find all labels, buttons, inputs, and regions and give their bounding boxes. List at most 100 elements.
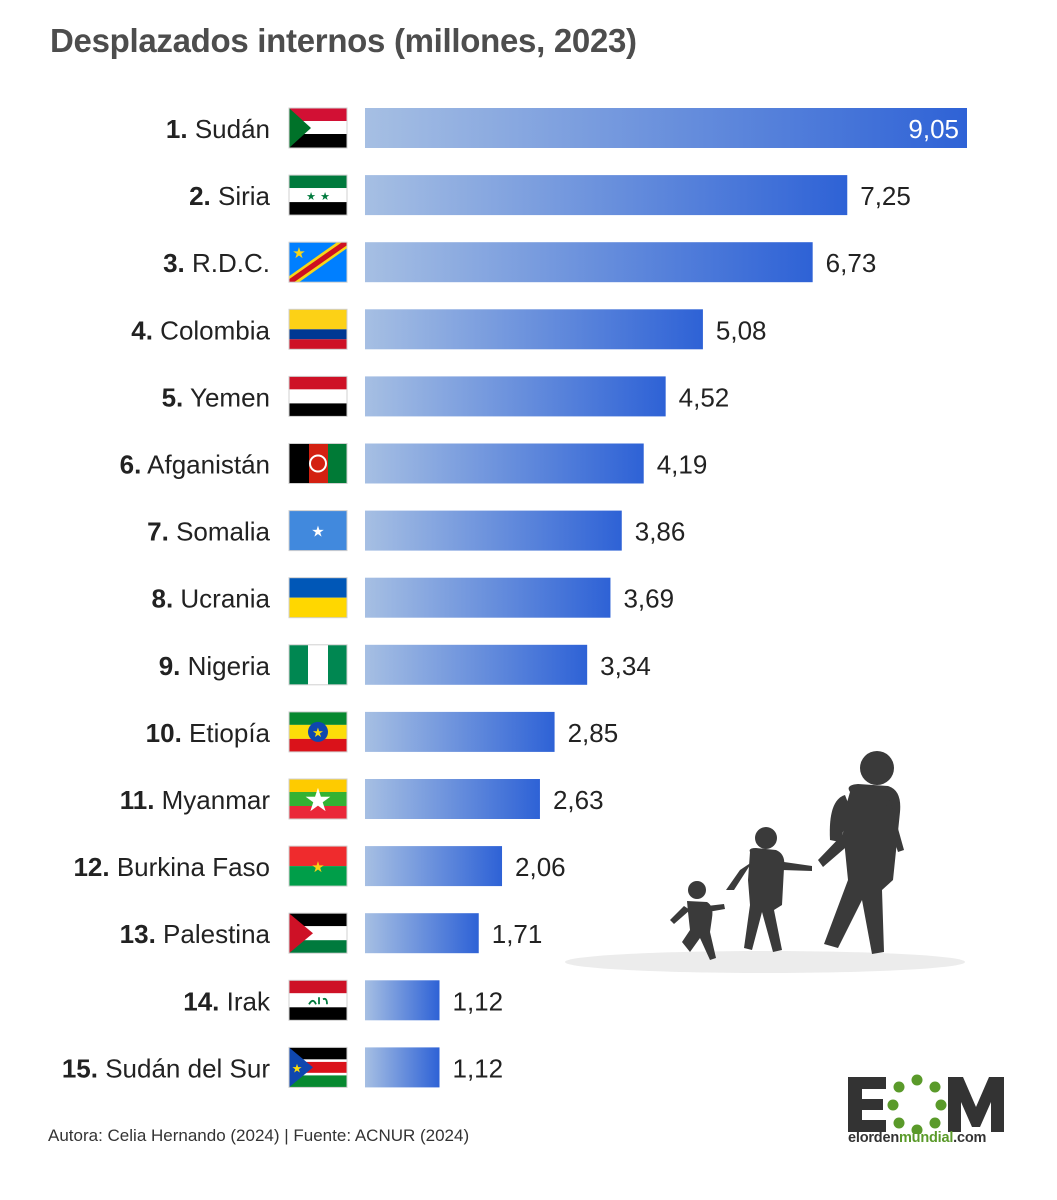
flag-sudan-icon: [288, 107, 348, 149]
value-label: 2,06: [515, 852, 566, 882]
category-rank: 8.: [151, 584, 173, 614]
category-rank: 15.: [62, 1053, 98, 1083]
value-label: 5,08: [716, 315, 767, 345]
category-label: 13. Palestina: [120, 919, 271, 949]
value-label: 1,12: [453, 1053, 504, 1083]
flag-myanmar-icon: ★: [288, 778, 348, 820]
category-rank: 6.: [120, 450, 142, 480]
flag-nigeria-icon: [288, 644, 348, 686]
category-rank: 4.: [131, 315, 153, 345]
bar: [365, 242, 813, 283]
bar: [365, 846, 503, 887]
category-label: 9. Nigeria: [159, 651, 271, 681]
category-label: 5. Yemen: [162, 382, 270, 412]
category-rank: 14.: [183, 986, 219, 1016]
source-footer: Autora: Celia Hernando (2024) | Fuente: …: [48, 1126, 470, 1145]
bar: [365, 510, 622, 551]
category-name: Irak: [219, 986, 271, 1016]
category-name: Etiopía: [182, 718, 271, 748]
category-label: 1. Sudán: [166, 114, 270, 144]
svg-text:★: ★: [312, 725, 324, 740]
value-label: 4,19: [657, 450, 708, 480]
category-label: 2. Siria: [189, 181, 270, 211]
svg-text:★: ★: [304, 782, 333, 818]
bar: [365, 443, 644, 484]
flag-drc-icon: ★: [288, 241, 348, 283]
chart-title: Desplazados internos (millones, 2023): [50, 22, 637, 59]
bars-layer: 1. Sudán 9,052. Siria ★ ★ 7,253. R.D.C. ★ 6,73…: [62, 107, 967, 1088]
flag-yemen-icon: [288, 375, 348, 417]
flag-ukraine-icon: [288, 577, 348, 619]
category-name: R.D.C.: [185, 248, 270, 278]
value-label: 7,25: [860, 181, 911, 211]
category-label: 10. Etiopía: [146, 718, 271, 748]
eom-logo-mark: [848, 1074, 1004, 1134]
category-rank: 13.: [120, 919, 156, 949]
bar: [365, 913, 479, 954]
flag-iraq-icon: [288, 979, 348, 1021]
bar: [365, 711, 555, 752]
svg-text:★: ★: [292, 1061, 303, 1075]
value-label: 3,69: [623, 584, 674, 614]
value-label: 3,34: [600, 651, 651, 681]
category-name: Nigeria: [180, 651, 270, 681]
category-rank: 9.: [159, 651, 181, 681]
bar: [365, 1047, 440, 1088]
category-label: 12. Burkina Faso: [73, 852, 270, 882]
bar: [365, 644, 588, 685]
category-rank: 12.: [73, 852, 109, 882]
value-label: 2,85: [568, 718, 619, 748]
eom-logo: elordenmundial.com: [838, 1072, 1008, 1152]
value-label: 3,86: [635, 517, 686, 547]
category-rank: 5.: [162, 382, 184, 412]
category-rank: 11.: [120, 785, 155, 815]
value-label: 4,52: [679, 382, 730, 412]
category-rank: 7.: [147, 517, 169, 547]
svg-text:★: ★: [311, 859, 324, 876]
category-rank: 10.: [146, 718, 182, 748]
flag-somalia-icon: ★: [288, 510, 348, 552]
bar-chart: 1. Sudán 9,052. Siria ★ ★ 7,253. R.D.C. ★ 6,73…: [62, 107, 967, 1088]
value-label: 2,63: [553, 785, 604, 815]
value-label: 1,12: [453, 986, 504, 1016]
flag-burkina-faso-icon: ★: [288, 845, 348, 887]
svg-text:★: ★: [311, 524, 324, 541]
bar: [365, 175, 848, 216]
category-rank: 2.: [189, 181, 211, 211]
flag-palestine-icon: [288, 912, 348, 954]
flag-afghanistan-icon: [288, 443, 348, 484]
value-label: 1,71: [492, 919, 543, 949]
flag-syria-icon: ★ ★: [288, 174, 348, 216]
category-rank: 3.: [163, 248, 185, 278]
category-name: Burkina Faso: [110, 852, 270, 882]
category-name: Sudán: [188, 114, 270, 144]
bar: [365, 309, 703, 350]
walking-family-illustration: [565, 751, 965, 973]
logo-website: elordenmundial.com: [848, 1130, 987, 1146]
bar: [365, 779, 540, 819]
bar: [365, 980, 440, 1021]
category-label: 4. Colombia: [131, 315, 270, 345]
category-rank: 1.: [166, 114, 188, 144]
category-name: Palestina: [156, 919, 271, 949]
flag-south-sudan-icon: ★: [288, 1046, 348, 1088]
category-name: Ucrania: [173, 584, 270, 614]
category-label: 15. Sudán del Sur: [62, 1053, 271, 1083]
category-name: Afganistán: [141, 450, 270, 480]
category-name: Somalia: [169, 517, 271, 547]
category-name: Sudán del Sur: [98, 1053, 270, 1083]
value-label: 9,05: [908, 114, 959, 144]
svg-text:★: ★: [292, 245, 305, 262]
category-name: Myanmar: [154, 785, 270, 815]
bar: [365, 108, 967, 148]
category-label: 14. Irak: [183, 986, 271, 1016]
value-label: 6,73: [826, 248, 877, 278]
category-label: 11. Myanmar: [120, 785, 271, 815]
flag-colombia-icon: [288, 308, 348, 350]
svg-text:★: ★: [320, 191, 330, 203]
bar: [365, 376, 666, 417]
category-name: Colombia: [153, 315, 271, 345]
category-label: 8. Ucrania: [151, 584, 270, 614]
flag-ethiopia-icon: ★: [288, 711, 348, 753]
